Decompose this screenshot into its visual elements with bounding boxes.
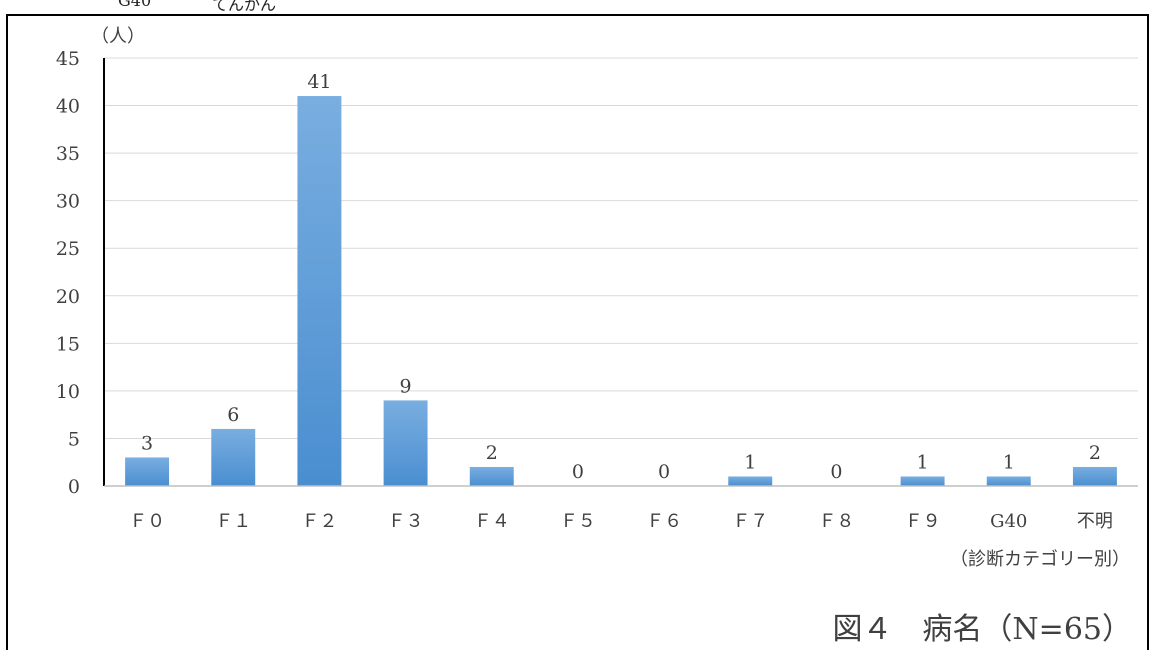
data-label: 3 xyxy=(141,432,153,454)
data-label: 0 xyxy=(830,461,842,483)
bar xyxy=(297,96,342,487)
bar xyxy=(211,428,256,486)
x-tick-label: Ｆ７ xyxy=(732,511,768,532)
x-tick-label: G40 xyxy=(990,511,1027,532)
x-tick-label: 不明 xyxy=(1077,511,1113,532)
data-label: 9 xyxy=(400,375,412,397)
data-label: 6 xyxy=(227,404,239,426)
x-tick-label: Ｆ２ xyxy=(301,511,337,532)
x-tick-label: Ｆ９ xyxy=(905,511,941,532)
bar xyxy=(728,476,773,486)
bar xyxy=(986,476,1031,486)
y-axis-unit-label: （人） xyxy=(91,26,145,47)
x-tick-label: Ｆ４ xyxy=(474,511,510,532)
y-tick-label: 5 xyxy=(68,428,80,450)
bar xyxy=(469,466,514,486)
x-tick-label: Ｆ８ xyxy=(818,511,854,532)
y-tick-label: 20 xyxy=(56,286,80,308)
cropped-header: G40 てんかん xyxy=(0,0,1152,14)
y-tick-label: 35 xyxy=(56,143,80,165)
data-label: 0 xyxy=(572,461,584,483)
header-fragment-g40: G40 xyxy=(118,0,152,10)
y-tick-label: 40 xyxy=(56,96,80,118)
bar xyxy=(1072,466,1117,486)
chart-frame xyxy=(6,14,1149,650)
data-label: 2 xyxy=(486,442,498,464)
y-tick-label: 15 xyxy=(56,333,80,355)
x-tick-label: Ｆ５ xyxy=(560,511,596,532)
header-fragment-epilepsy: てんかん xyxy=(212,0,277,14)
data-label: 1 xyxy=(744,451,756,473)
y-tick-label: 25 xyxy=(56,238,80,260)
y-tick-label: 45 xyxy=(56,48,80,70)
data-label: 41 xyxy=(307,71,331,93)
data-label: 1 xyxy=(917,451,929,473)
data-label: 0 xyxy=(658,461,670,483)
x-tick-label: Ｆ１ xyxy=(215,511,251,532)
x-tick-label: Ｆ６ xyxy=(646,511,682,532)
x-tick-label: Ｆ０ xyxy=(129,511,165,532)
y-tick-label: 0 xyxy=(68,476,80,498)
bar xyxy=(383,400,428,486)
x-tick-label: Ｆ３ xyxy=(388,511,424,532)
data-label: 1 xyxy=(1003,451,1015,473)
figure-caption: 図４ 病名（N=65） xyxy=(832,612,1132,647)
y-tick-label: 30 xyxy=(56,191,80,213)
y-tick-label: 10 xyxy=(56,381,80,403)
x-axis-category-label: （診断カテゴリー別） xyxy=(950,549,1130,570)
bar xyxy=(900,476,945,486)
bar xyxy=(125,457,170,486)
data-label: 2 xyxy=(1089,442,1101,464)
